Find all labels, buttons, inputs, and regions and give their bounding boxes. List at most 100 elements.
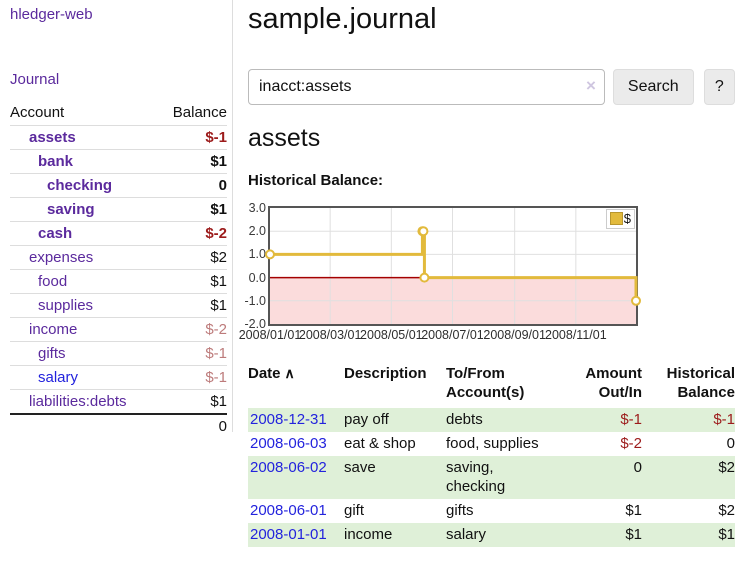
x-tick-label: 2008/11/01 xyxy=(545,328,607,342)
account-rows: assets $-1 bank $1 checking 0 saving $1 cash $-2 e… xyxy=(10,125,227,415)
account-link-food[interactable]: food xyxy=(38,273,68,290)
y-tick-label: 2.0 xyxy=(248,224,266,239)
y-tick-label: 1.0 xyxy=(248,247,266,262)
historical-balance-label: Historical Balance: xyxy=(248,172,384,189)
transaction-amount: $1 xyxy=(625,502,642,519)
register-row: 2008-12-31 pay off debts $-1 $-1 xyxy=(248,408,735,432)
accounts-header-balance: Balance xyxy=(172,104,227,121)
register-header-date[interactable]: Date ∧ xyxy=(248,358,344,408)
account-row: supplies $1 xyxy=(10,293,227,318)
register-rows: 2008-12-31 pay off debts $-1 $-1 2008-06-03 ea… xyxy=(248,408,735,547)
account-row: checking 0 xyxy=(10,173,227,198)
transaction-balance: $2 xyxy=(718,459,735,476)
account-link-saving[interactable]: saving xyxy=(47,201,95,218)
legend-swatch-icon xyxy=(609,212,623,225)
transaction-date-link[interactable]: 2008-06-03 xyxy=(250,435,327,452)
account-row: food $1 xyxy=(10,269,227,294)
transaction-accounts: gifts xyxy=(446,502,474,519)
chart-x-axis: 2008/01/01 2008/03/01 2008/05/01 2008/07/01… xyxy=(239,328,636,344)
app-title-link[interactable]: hledger-web xyxy=(10,6,93,23)
account-balance: $-1 xyxy=(205,129,227,146)
register-header-description: Description xyxy=(344,365,427,382)
account-row: bank $1 xyxy=(10,149,227,174)
y-tick-label: 0.0 xyxy=(248,270,266,285)
help-button[interactable]: ? xyxy=(703,69,735,105)
account-link-income[interactable]: income xyxy=(29,321,78,338)
transaction-description: eat & shop xyxy=(344,435,416,452)
sort-ascending-icon: ∧ xyxy=(284,365,295,381)
account-link-expenses[interactable]: expenses xyxy=(29,249,94,266)
transaction-amount: $-1 xyxy=(620,411,642,428)
y-tick-label: -1.0 xyxy=(244,293,266,308)
account-row: cash $-2 xyxy=(10,221,227,246)
register-row: 2008-06-01 gift gifts $1 $2 xyxy=(248,499,735,523)
register-header-date-label: Date xyxy=(248,365,281,382)
sidebar-item-journal[interactable]: Journal xyxy=(10,71,60,88)
transaction-date-link[interactable]: 2008-06-02 xyxy=(250,459,327,476)
account-row: income $-2 xyxy=(10,317,227,342)
account-balance: $-1 xyxy=(205,369,227,386)
x-tick-label: 2008/07/01 xyxy=(421,328,484,342)
account-link-checking[interactable]: checking xyxy=(47,177,113,194)
transaction-date-link[interactable]: 2008-12-31 xyxy=(250,411,327,428)
transaction-description: gift xyxy=(344,502,365,519)
chart-legend: $ xyxy=(605,209,635,229)
account-link-bank[interactable]: bank xyxy=(38,153,74,170)
account-balance: $1 xyxy=(210,153,227,170)
register-row: 2008-06-02 save saving, checking 0 $2 xyxy=(248,456,735,499)
transaction-date-link[interactable]: 2008-01-01 xyxy=(250,526,327,543)
account-link-liabilities-debts[interactable]: liabilities:debts xyxy=(29,393,127,410)
register-row: 2008-01-01 income salary $1 $1 xyxy=(248,523,735,547)
account-link-supplies[interactable]: supplies xyxy=(38,297,94,314)
account-heading: assets xyxy=(248,124,321,152)
x-tick-label: 2008/01/01 xyxy=(238,328,302,342)
search-bar: × Search ? xyxy=(248,69,735,105)
account-balance: 0 xyxy=(218,177,227,194)
transaction-amount: 0 xyxy=(633,459,642,476)
register-header-balance: Historical Balance xyxy=(666,365,735,401)
transaction-accounts: food, supplies xyxy=(446,435,539,452)
transaction-amount: $-2 xyxy=(620,435,642,452)
legend-label: $ xyxy=(623,211,631,226)
transaction-accounts: saving, checking xyxy=(446,459,506,495)
account-balance: $1 xyxy=(210,201,227,218)
register-header-row: Date ∧ Description To/From Account(s) Amo… xyxy=(248,358,735,408)
page-title: sample.journal xyxy=(248,3,437,35)
account-balance: $1 xyxy=(210,273,227,290)
transaction-description: pay off xyxy=(344,411,389,428)
chart-plot-area: $ xyxy=(265,206,641,326)
y-tick-label: 3.0 xyxy=(248,201,266,215)
register-header-accounts: To/From Account(s) xyxy=(446,365,525,401)
main-content: sample.journal × Search ? assets Histori… xyxy=(239,0,735,582)
search-button[interactable]: Search xyxy=(612,69,694,105)
clear-search-icon[interactable]: × xyxy=(585,76,596,95)
account-balance: $-1 xyxy=(205,345,227,362)
accounts-total-value: 0 xyxy=(218,418,227,435)
register-header-amount: Amount Out/In xyxy=(585,365,642,401)
x-tick-label: 2008/09/01 xyxy=(483,328,546,342)
account-link-gifts[interactable]: gifts xyxy=(38,345,66,362)
transaction-date-link[interactable]: 2008-06-01 xyxy=(250,502,327,519)
accounts-header-account: Account xyxy=(10,104,65,121)
sidebar: hledger-web Journal Account Balance asse… xyxy=(0,0,233,435)
transaction-accounts: debts xyxy=(446,411,483,428)
transaction-accounts: salary xyxy=(446,526,487,543)
account-link-cash[interactable]: cash xyxy=(38,225,73,242)
accounts-table: Account Balance assets $-1 bank $1 checking 0… xyxy=(10,101,227,438)
search-input[interactable] xyxy=(248,69,605,105)
x-tick-label: 2008/03/01 xyxy=(298,328,362,342)
account-link-salary[interactable]: salary xyxy=(38,369,79,386)
register-row: 2008-06-03 eat & shop food, supplies $-2 0 xyxy=(248,432,735,456)
account-row: saving $1 xyxy=(10,197,227,222)
transaction-balance: $2 xyxy=(718,502,735,519)
account-balance: $1 xyxy=(210,297,227,314)
register-table: Date ∧ Description To/From Account(s) Amo… xyxy=(248,358,735,547)
account-row: assets $-1 xyxy=(10,125,227,150)
transaction-balance: $1 xyxy=(718,526,735,543)
accounts-total-spacer xyxy=(10,414,158,438)
transaction-amount: $1 xyxy=(625,526,642,543)
transaction-description: income xyxy=(344,526,393,543)
account-link-assets[interactable]: assets xyxy=(29,129,76,146)
account-balance: $1 xyxy=(210,393,227,410)
